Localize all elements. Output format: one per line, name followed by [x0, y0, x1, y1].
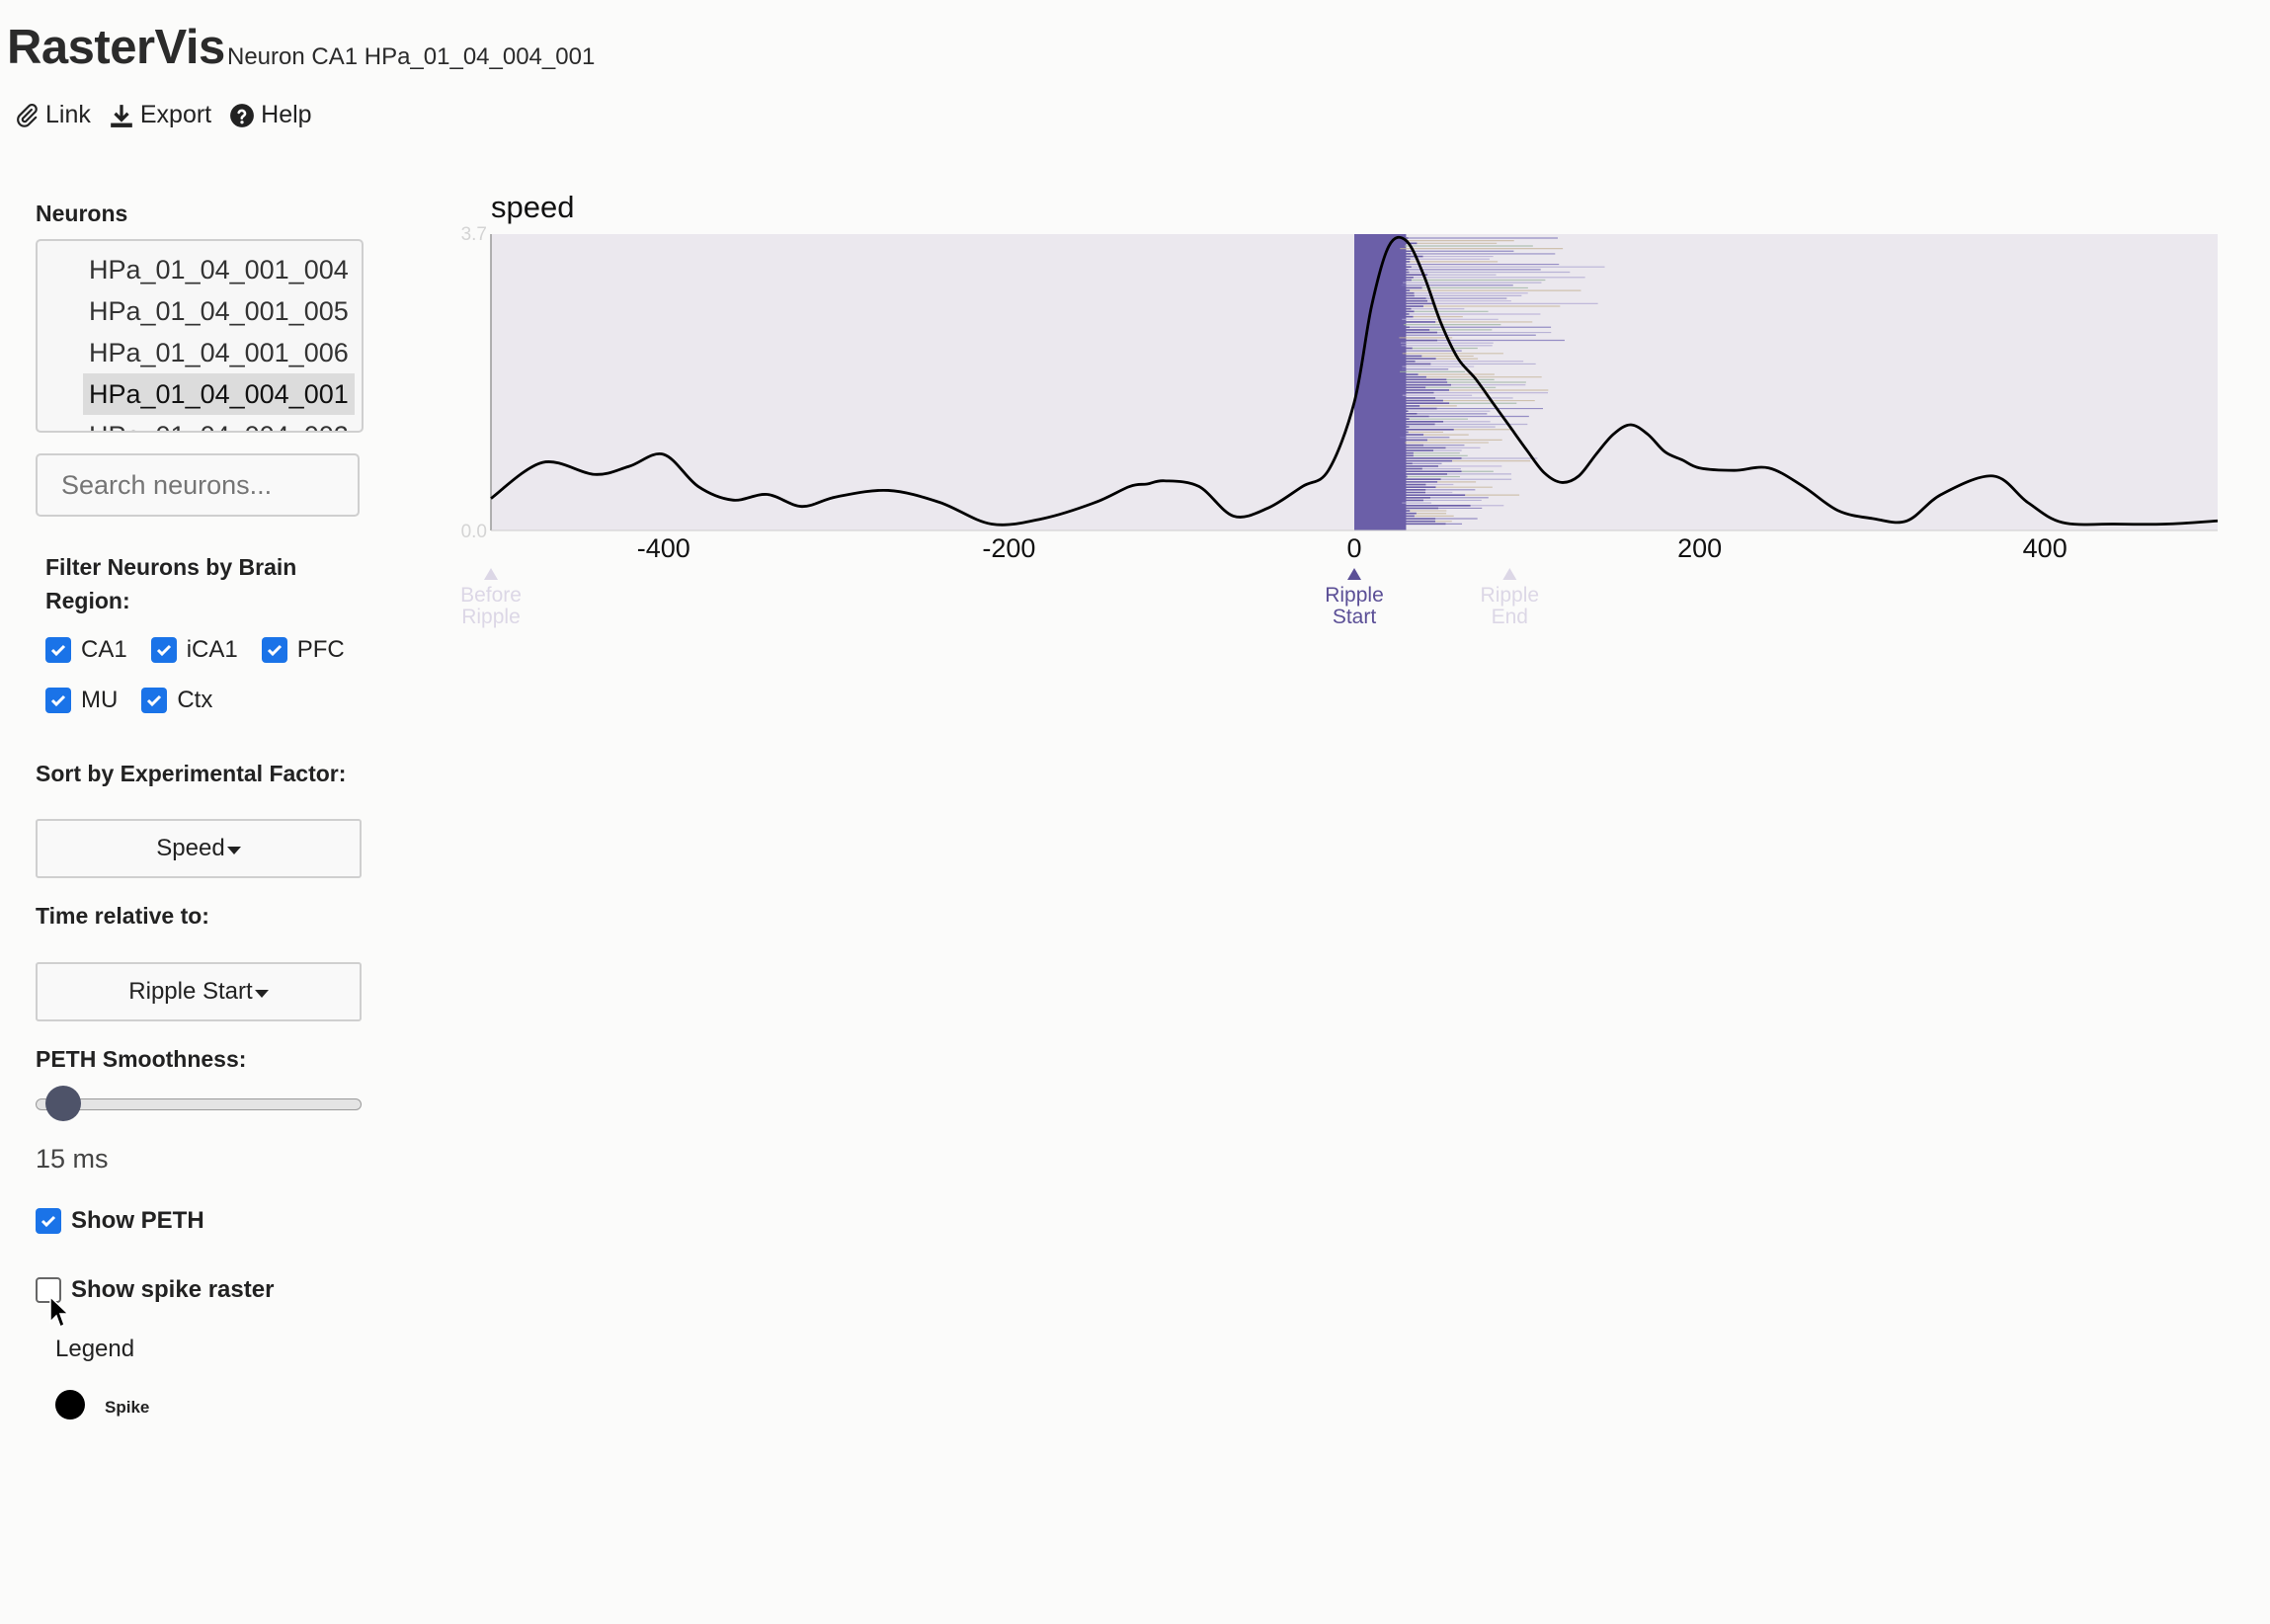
checkbox-checked-icon [261, 637, 287, 663]
x-tick-label: 400 [2023, 533, 2067, 563]
help-label: Help [261, 101, 312, 128]
spike-legend-label: Spike [105, 1398, 150, 1417]
checkbox-checked-icon [45, 688, 71, 713]
region-mu-checkbox[interactable]: MU [45, 687, 118, 714]
sort-dropdown[interactable]: Speed [36, 819, 362, 878]
neuron-item-label: HPa_01_04_004_001 [83, 373, 355, 415]
region-pfc-checkbox[interactable]: PFC [261, 636, 345, 664]
raster-residue [1399, 237, 1605, 526]
neuron-item-label: HPa_01_04_001_005 [89, 296, 349, 326]
question-circle-icon [230, 103, 255, 127]
region-ica1-checkbox[interactable]: iCA1 [150, 636, 238, 664]
link-label: Link [45, 101, 91, 128]
checkbox-unchecked-icon [36, 1277, 61, 1303]
neuron-list-item[interactable]: HPa_01_04_004_001 [83, 373, 355, 415]
show-peth-checkbox[interactable]: Show PETH [36, 1207, 204, 1235]
checkbox-checked-icon [45, 637, 71, 663]
smoothness-slider-track[interactable] [36, 1098, 362, 1110]
region-label: Ctx [177, 687, 213, 713]
link-button[interactable]: Link [14, 101, 91, 129]
neuron-list-item[interactable]: HPa_01_04_001_006 [83, 332, 355, 373]
region-label: iCA1 [186, 636, 238, 663]
sort-label: Sort by Experimental Factor: [36, 761, 347, 786]
region-filter-label: Filter Neurons by Brain Region: [45, 554, 297, 613]
smoothness-slider-thumb[interactable] [44, 1086, 81, 1121]
checkbox-checked-icon [141, 688, 168, 713]
show-raster-label: Show spike raster [71, 1276, 275, 1303]
neuron-list-items: HPa_01_04_001_004 HPa_01_04_001_005 HPa_01… [59, 249, 362, 431]
neuron-item-label: HPa_01_04_004_002 [83, 415, 355, 431]
region-label: PFC [296, 636, 345, 663]
neuron-list-item[interactable]: HPa_01_04_004_002 [83, 415, 355, 431]
checkbox-checked-icon [36, 1208, 61, 1234]
marker-label: Ripple Start [1325, 584, 1384, 628]
neuron-item-label: HPa_01_04_001_006 [89, 338, 349, 367]
y-tick-label: 3.7 [461, 224, 487, 245]
paperclip-icon [17, 103, 38, 127]
app-title: RasterVis [7, 21, 225, 74]
region-label: MU [81, 687, 119, 713]
x-tick-label: -200 [982, 533, 1035, 563]
neuron-listbox[interactable]: HPa_01_04_001_004 HPa_01_04_001_005 HPa_01… [36, 239, 364, 433]
peth-line [490, 235, 2219, 527]
y-tick-label: 0.0 [461, 522, 487, 542]
marker-triangle-icon [484, 568, 498, 580]
chart-title: speed [491, 190, 574, 224]
x-tick-label: 0 [1346, 533, 1361, 563]
checkbox-checked-icon [150, 637, 177, 663]
neuron-item-label: HPa_01_04_001_004 [89, 255, 349, 284]
caret-down-icon [226, 847, 241, 854]
time-relative-dropdown[interactable]: Ripple Start [36, 962, 362, 1021]
region-ctx-checkbox[interactable]: Ctx [141, 687, 212, 714]
smoothness-value: 15 ms [36, 1144, 109, 1174]
neuron-subtitle: Neuron CA1 HPa_01_04_004_001 [227, 43, 596, 70]
toolbar: Link Export Help [14, 101, 312, 129]
region-ca1-checkbox[interactable]: CA1 [45, 636, 127, 664]
region-label: CA1 [81, 636, 127, 663]
x-tick-label: 200 [1677, 533, 1722, 563]
download-icon [111, 104, 132, 127]
spike-legend-dot [55, 1390, 85, 1420]
show-peth-label: Show PETH [71, 1207, 204, 1234]
neuron-list-item[interactable]: HPa_01_04_001_004 [83, 249, 355, 290]
x-tick-label: -400 [637, 533, 690, 563]
legend-title: Legend [55, 1336, 135, 1362]
marker-triangle-icon [1347, 568, 1361, 580]
ripple-band [1354, 234, 1407, 530]
mouse-cursor-icon [49, 1296, 70, 1329]
search-neurons-input[interactable] [36, 453, 360, 517]
neurons-heading: Neurons [36, 201, 128, 226]
time-dropdown-value: Ripple Start [128, 978, 253, 1005]
marker-triangle-icon [1502, 568, 1517, 580]
region-checkbox-row-2: MU Ctx [45, 687, 236, 714]
show-raster-checkbox[interactable]: Show spike raster [36, 1276, 274, 1304]
export-button[interactable]: Export [109, 101, 211, 129]
caret-down-icon [254, 990, 269, 998]
sort-dropdown-value: Speed [156, 835, 225, 861]
time-relative-label: Time relative to: [36, 903, 209, 929]
export-label: Export [139, 101, 212, 128]
marker-label: Before Ripple [460, 584, 522, 628]
help-button[interactable]: Help [229, 101, 312, 129]
neuron-list-item[interactable]: HPa_01_04_001_005 [83, 290, 355, 332]
marker-label: Ripple End [1481, 584, 1540, 628]
region-checkbox-row-1: CA1 iCA1 PFC [45, 636, 368, 664]
smoothness-label: PETH Smoothness: [36, 1046, 247, 1072]
